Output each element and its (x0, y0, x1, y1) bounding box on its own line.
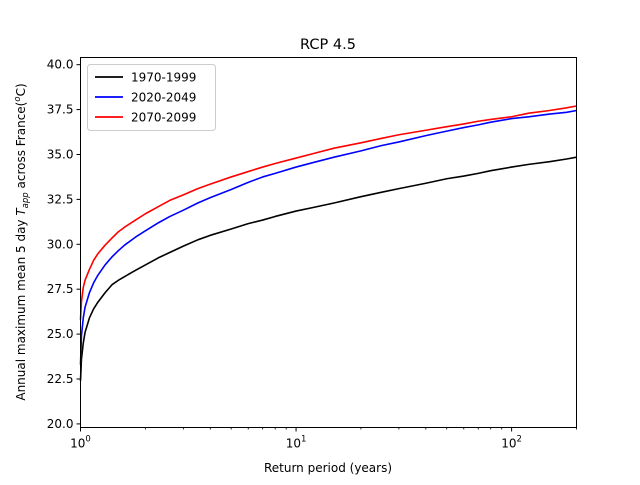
series-line-1 (79, 156, 577, 381)
x-tick-label-2: 102 (501, 435, 522, 451)
plot-frame (80, 57, 577, 428)
legend-label-3: 2070-2099 (131, 111, 196, 125)
x-axis-label: Return period (years) (264, 461, 392, 475)
x-tick-label-0: 100 (70, 435, 91, 451)
y-tick-label-0: 20.0 (47, 417, 74, 431)
y-tick-label-8: 40.0 (47, 58, 74, 72)
y-axis-label-prefix: Annual maximum mean 5 day (14, 216, 28, 401)
x-axis: 100 101 102 (70, 427, 577, 451)
legend-box (87, 64, 216, 131)
y-axis-label-variable: T (14, 207, 28, 216)
legend: 1970-1999 2020-2049 2070-2099 (87, 64, 216, 131)
y-tick-label-3: 27.5 (47, 282, 74, 296)
series-line-3 (79, 105, 577, 320)
series-line-2 (79, 109, 577, 365)
y-axis-label-degree: o (13, 96, 23, 101)
y-tick-label-4: 30.0 (47, 237, 74, 251)
y-axis-label-middle: across France( (14, 102, 28, 193)
series-lines (79, 105, 577, 381)
y-tick-label-5: 32.5 (47, 192, 74, 206)
y-tick-label-1: 22.5 (47, 372, 74, 386)
chart-title: RCP 4.5 (300, 37, 356, 53)
y-axis-label: Annual maximum mean 5 day Tapp across Fr… (13, 83, 31, 400)
legend-label-2: 2020-2049 (131, 91, 196, 105)
y-axis-label-subscript: app (21, 192, 31, 208)
x-tick-label-1: 101 (286, 435, 307, 451)
y-axis: 20.0 22.5 25.0 27.5 30.0 32.5 35.0 37.5 40.0 (47, 58, 81, 431)
legend-label-1: 1970-1999 (131, 71, 196, 85)
y-tick-label-7: 37.5 (47, 103, 74, 117)
y-axis-label-unit: C) (14, 83, 28, 96)
y-tick-label-6: 35.0 (47, 147, 74, 161)
y-tick-label-2: 25.0 (47, 327, 74, 341)
